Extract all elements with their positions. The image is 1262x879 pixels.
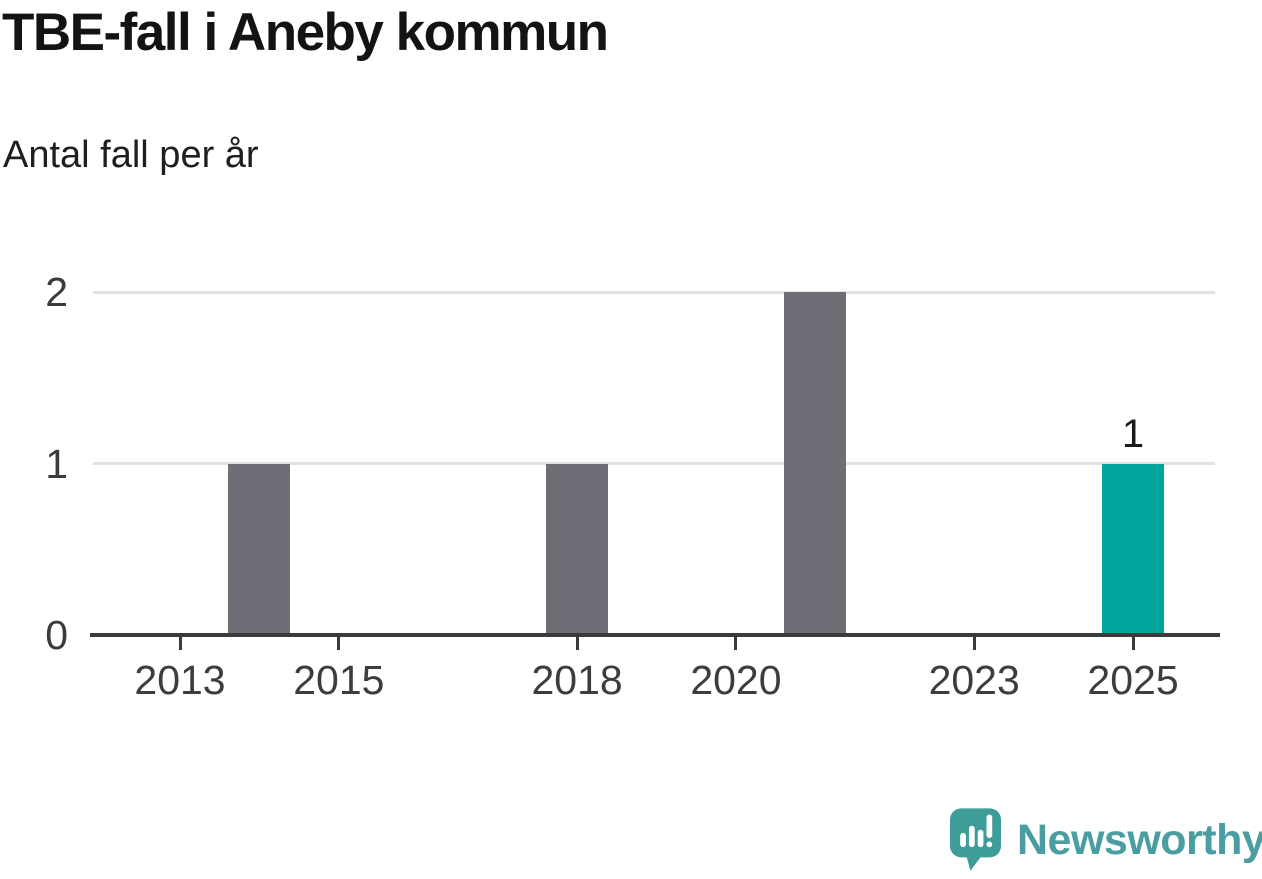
gridline-y-1: [93, 462, 1215, 465]
y-axis-label-2: 2: [45, 269, 68, 315]
y-axis-label-0: 0: [45, 612, 68, 658]
bar-2025: [1102, 463, 1165, 635]
x-axis-tick-2018: [575, 637, 579, 650]
x-axis-tick-2020: [734, 637, 738, 650]
x-axis-label-2025: 2025: [1087, 657, 1179, 703]
newsworthy-logo-text: Newsworthy: [1017, 815, 1262, 864]
newsworthy-speech-bubble-chart-icon: [950, 808, 1001, 871]
x-axis-tick-2023: [972, 637, 976, 650]
x-axis-tick-2025: [1131, 637, 1135, 650]
x-axis-label-2023: 2023: [928, 657, 1020, 703]
x-axis-label-2013: 2013: [134, 657, 226, 703]
gridline-y-2: [93, 290, 1215, 294]
bar-2014: [228, 463, 291, 635]
y-axis-label-1: 1: [45, 440, 68, 487]
x-axis-line: [90, 633, 1220, 637]
chart-title: TBE-fall i Aneby kommun: [2, 3, 609, 62]
newsworthy-logo: Newsworthy: [950, 808, 1262, 872]
x-axis-tick-2015: [337, 637, 341, 650]
x-axis-label-2020: 2020: [690, 657, 782, 703]
bar-2021: [784, 292, 847, 635]
x-axis-tick-2013: [178, 637, 182, 650]
chart-subtitle: Antal fall per år: [3, 134, 259, 176]
bar-2018: [546, 463, 609, 635]
x-axis-label-2018: 2018: [531, 657, 623, 703]
x-axis-label-2015: 2015: [293, 657, 385, 703]
bar-value-label-2025: 1: [1121, 411, 1145, 456]
